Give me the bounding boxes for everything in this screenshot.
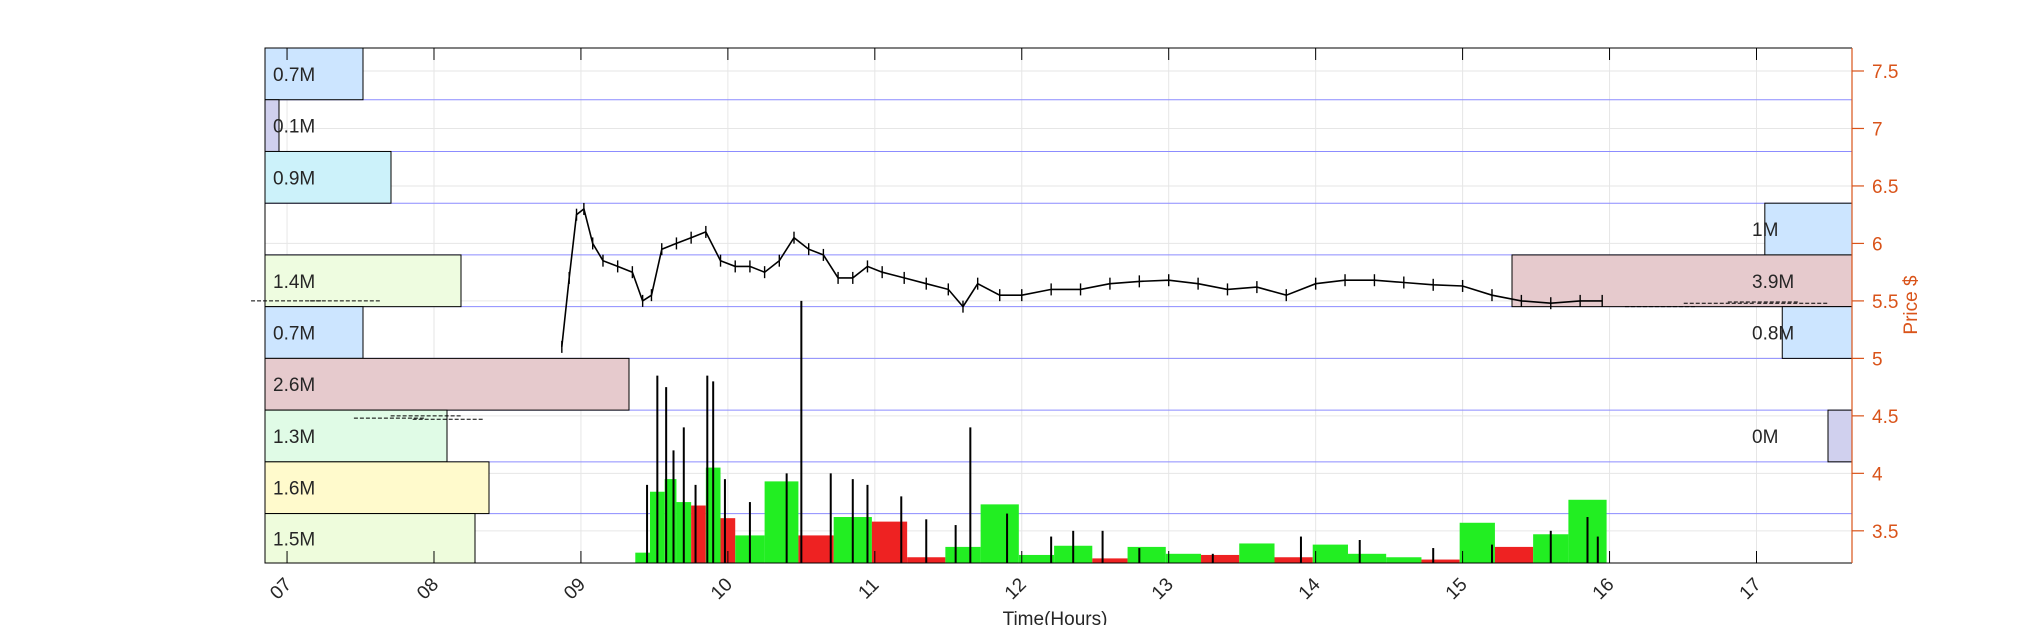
volume-bar [1494, 546, 1534, 563]
left-profile-label: 1.3M [273, 427, 315, 448]
left-profile-label: 0.1M [273, 117, 315, 138]
volume-bar [798, 535, 834, 563]
volume-bar [1201, 554, 1240, 563]
x-tick-label: 15 [1442, 574, 1472, 604]
left-profile-bar [264, 254, 462, 308]
left-profile-bar [264, 409, 448, 463]
volume-bar [1239, 543, 1275, 563]
right-profile-label: 3.9M [1752, 272, 1794, 293]
x-tick-label: 16 [1589, 574, 1619, 604]
volume-bar [945, 546, 981, 563]
volume-bars [635, 300, 1607, 563]
x-axis-label: Time(Hours) [1003, 609, 1108, 625]
left-profile-label: 0.7M [273, 324, 315, 345]
x-tick-label: 11 [855, 575, 884, 604]
volume-bar [764, 481, 799, 563]
y-tick-label: 7 [1872, 119, 1883, 140]
y-tick-label: 6 [1872, 234, 1883, 255]
x-tick-label: 13 [1148, 574, 1178, 604]
volume-bar [1092, 558, 1128, 563]
volume-bar [691, 505, 706, 563]
left-profile-label: 1.4M [273, 272, 315, 293]
y-tick-label: 5.5 [1872, 292, 1898, 313]
x-tick-label: 09 [560, 574, 590, 604]
right-profile-bar [1781, 306, 1853, 359]
price-series [251, 202, 1830, 420]
left-profile-bar [264, 47, 364, 101]
volume-bar [1459, 522, 1495, 563]
x-tick-label: 12 [1001, 574, 1031, 604]
x-tick-label: 17 [1736, 574, 1766, 604]
y-tick-label: 5 [1872, 349, 1883, 370]
left-profile-label: 1.6M [273, 479, 315, 500]
y-tick-label: 4.5 [1872, 407, 1898, 428]
right-profile-label: 0.8M [1752, 324, 1794, 345]
left-profile-bar [264, 357, 630, 411]
right-profile-label: 0M [1752, 427, 1778, 448]
volume-bar [1386, 557, 1422, 563]
y-tick-label: 4 [1872, 464, 1883, 485]
volume-bar [664, 479, 677, 563]
volume-bar [1421, 559, 1460, 563]
left-profile-bar [264, 306, 364, 359]
volume-bar [1274, 557, 1313, 563]
left-profile-bar [264, 513, 476, 564]
volume-bar [1018, 554, 1055, 563]
left-profile-label: 1.5M [273, 529, 315, 550]
right-profile-label: 1M [1752, 220, 1778, 241]
volume-bar [980, 504, 1019, 563]
y-tick-label: 7.5 [1872, 62, 1898, 83]
left-volume-profile: 0.7M 0.1M 0.9M 1.4M 0.7M 2.6M 1.3M 1.6M 1.5M [264, 47, 630, 564]
right-profile-bar [1827, 409, 1853, 463]
x-tick-label: 07 [266, 574, 296, 604]
volume-bar [1347, 553, 1387, 563]
y-tick-label: 3.5 [1872, 522, 1898, 543]
left-profile-label: 0.9M [273, 168, 315, 189]
volume-bar [1312, 544, 1348, 563]
y-axis-label: Price $ [1901, 275, 1922, 335]
x-tick-label: 08 [413, 574, 443, 604]
axes [264, 47, 1853, 564]
volume-bar [1165, 553, 1202, 563]
right-profile-bar [1511, 254, 1853, 308]
right-volume-profile: 1M 3.9M 0.8M 0M [1511, 202, 1853, 463]
x-tick-label: 10 [707, 574, 737, 604]
left-profile-label: 0.7M [273, 65, 315, 86]
right-profile-bar [1764, 202, 1853, 256]
y-tick-label: 6.5 [1872, 177, 1898, 198]
x-tick-label: 14 [1295, 574, 1325, 604]
volume-bar [1127, 546, 1166, 563]
volume-bar [635, 552, 650, 563]
y-ticks: 3.5 4 4.5 5 5.5 6 6.5 7 7.5 [1852, 62, 1898, 543]
left-profile-label: 2.6M [273, 375, 315, 396]
